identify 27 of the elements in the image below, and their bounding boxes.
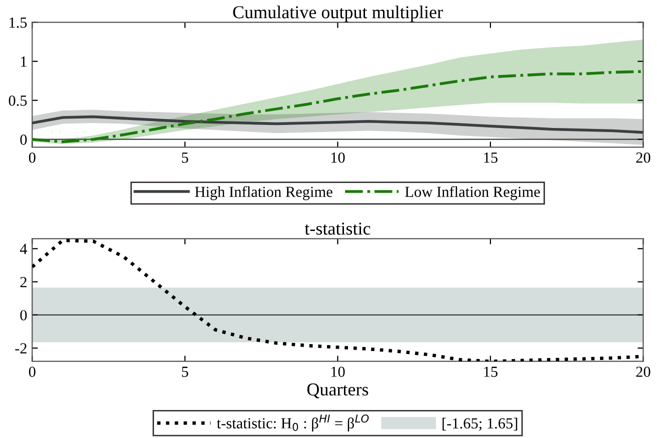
x-tick-label: 0 [28, 152, 36, 163]
y-tick-label: 4 [20, 244, 28, 254]
x-tick-label: 5 [182, 366, 188, 377]
x-axis-title: Quarters [307, 383, 368, 398]
y-tick-label: 0.5 [8, 96, 27, 106]
legend-label: High Inflation Regime [194, 186, 332, 200]
y-tick-label: 1.5 [10, 18, 27, 28]
legend-label: [-1.65; 1.65] [442, 418, 518, 431]
y-tick-label: 1 [21, 56, 26, 67]
x-tick-label: 10 [331, 152, 345, 163]
x-tick-label: 20 [636, 366, 650, 377]
legend-label: t-statistic: H$_{0}$ : β$^{HI}$ = β$^{LO}$ [216, 414, 369, 432]
line-series [32, 115, 644, 134]
y-tick-label: 2 [20, 276, 26, 288]
legend-label: Low Inflation Regime [405, 186, 540, 200]
x-tick-label: 5 [182, 152, 188, 163]
chart-title: Cumulative output multiplier [233, 6, 443, 22]
y-tick-label: 0 [20, 310, 27, 320]
y-tick-label: -2 [15, 343, 26, 354]
line-series [32, 70, 644, 144]
x-tick-label: 15 [484, 366, 498, 377]
x-tick-label: 10 [331, 366, 345, 377]
y-tick-label: 0 [20, 134, 27, 145]
x-tick-label: 0 [28, 366, 36, 377]
x-tick-label: 20 [636, 152, 650, 163]
chart-title: t-statistic [304, 222, 370, 235]
x-tick-label: 15 [484, 152, 498, 163]
